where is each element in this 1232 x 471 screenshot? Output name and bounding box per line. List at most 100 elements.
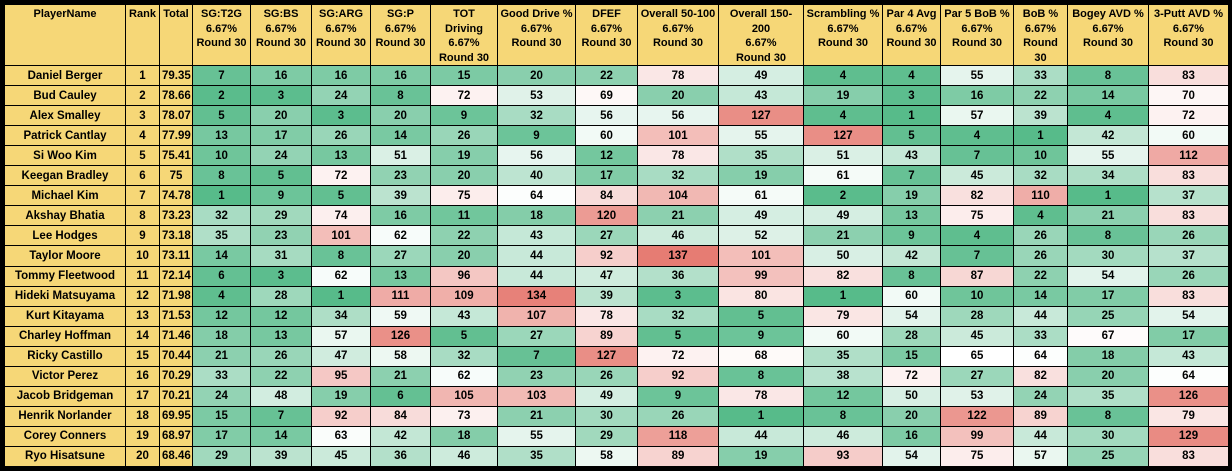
total-cell[interactable]: 75	[159, 165, 193, 187]
stat-cell[interactable]: 38	[803, 365, 883, 387]
total-cell[interactable]: 70.21	[159, 385, 193, 407]
stat-cell[interactable]: 57	[311, 325, 371, 347]
stat-cell[interactable]: 14	[1013, 285, 1068, 307]
stat-cell[interactable]: 39	[370, 185, 431, 207]
stat-cell[interactable]: 44	[497, 265, 576, 287]
stat-cell[interactable]: 14	[192, 245, 251, 267]
stat-cell[interactable]: 43	[1148, 345, 1229, 367]
total-cell[interactable]: 73.18	[159, 225, 193, 247]
stat-cell[interactable]: 62	[311, 265, 371, 287]
stat-cell[interactable]: 54	[882, 445, 941, 468]
total-cell[interactable]: 73.23	[159, 205, 193, 227]
stat-cell[interactable]: 84	[370, 405, 431, 427]
stat-cell[interactable]: 19	[718, 165, 804, 187]
stat-cell[interactable]: 45	[940, 325, 1014, 347]
player-name-cell[interactable]: Si Woo Kim	[4, 145, 126, 167]
stat-cell[interactable]: 5	[637, 325, 719, 347]
stat-cell[interactable]: 20	[882, 405, 941, 427]
stat-cell[interactable]: 18	[1067, 345, 1149, 367]
stat-cell[interactable]: 7	[940, 145, 1014, 167]
column-header-total[interactable]: Total	[159, 3, 193, 67]
total-cell[interactable]: 68.46	[159, 445, 193, 468]
stat-cell[interactable]: 20	[637, 85, 719, 107]
total-cell[interactable]: 74.78	[159, 185, 193, 207]
stat-cell[interactable]: 33	[192, 365, 251, 387]
stat-cell[interactable]: 46	[803, 425, 883, 447]
stat-cell[interactable]: 9	[250, 185, 312, 207]
stat-cell[interactable]: 14	[370, 125, 431, 147]
stat-cell[interactable]: 14	[1067, 85, 1149, 107]
stat-cell[interactable]: 7	[940, 245, 1014, 267]
stat-cell[interactable]: 101	[311, 225, 371, 247]
player-name-cell[interactable]: Ryo Hisatsune	[4, 445, 126, 468]
stat-cell[interactable]: 5	[430, 325, 498, 347]
column-header-sg-t2g[interactable]: SG:T2G 6.67% Round 30	[192, 3, 251, 67]
rank-cell[interactable]: 8	[125, 205, 160, 227]
stat-cell[interactable]: 62	[370, 225, 431, 247]
stat-cell[interactable]: 64	[1148, 365, 1229, 387]
stat-cell[interactable]: 8	[370, 85, 431, 107]
stat-cell[interactable]: 26	[637, 405, 719, 427]
stat-cell[interactable]: 52	[718, 225, 804, 247]
stat-cell[interactable]: 4	[940, 225, 1014, 247]
stat-cell[interactable]: 35	[718, 145, 804, 167]
total-cell[interactable]: 79.35	[159, 65, 193, 87]
stat-cell[interactable]: 23	[370, 165, 431, 187]
stat-cell[interactable]: 25	[1067, 445, 1149, 468]
player-name-cell[interactable]: Michael Kim	[4, 185, 126, 207]
stat-cell[interactable]: 84	[575, 185, 638, 207]
stat-cell[interactable]: 137	[637, 245, 719, 267]
rank-cell[interactable]: 17	[125, 385, 160, 407]
rank-cell[interactable]: 16	[125, 365, 160, 387]
stat-cell[interactable]: 72	[1148, 105, 1229, 127]
stat-cell[interactable]: 51	[803, 145, 883, 167]
player-name-cell[interactable]: Charley Hoffman	[4, 325, 126, 347]
stat-cell[interactable]: 109	[430, 285, 498, 307]
stat-cell[interactable]: 55	[718, 125, 804, 147]
rank-cell[interactable]: 6	[125, 165, 160, 187]
stat-cell[interactable]: 11	[430, 205, 498, 227]
stat-cell[interactable]: 8	[718, 365, 804, 387]
stat-cell[interactable]: 1	[192, 185, 251, 207]
stat-cell[interactable]: 2	[803, 185, 883, 207]
stat-cell[interactable]: 16	[250, 65, 312, 87]
stat-cell[interactable]: 46	[430, 445, 498, 468]
stat-cell[interactable]: 3	[250, 85, 312, 107]
stat-cell[interactable]: 4	[803, 105, 883, 127]
column-header-sg-p[interactable]: SG:P 6.67% Round 30	[370, 3, 431, 67]
stat-cell[interactable]: 2	[192, 85, 251, 107]
stat-cell[interactable]: 43	[497, 225, 576, 247]
rank-cell[interactable]: 11	[125, 265, 160, 287]
stat-cell[interactable]: 55	[940, 65, 1014, 87]
stat-cell[interactable]: 24	[311, 85, 371, 107]
stat-cell[interactable]: 82	[1013, 365, 1068, 387]
stat-cell[interactable]: 5	[718, 305, 804, 327]
stat-cell[interactable]: 31	[250, 245, 312, 267]
stat-cell[interactable]: 134	[497, 285, 576, 307]
stat-cell[interactable]: 30	[575, 405, 638, 427]
stat-cell[interactable]: 42	[1067, 125, 1149, 147]
stat-cell[interactable]: 59	[370, 305, 431, 327]
stat-cell[interactable]: 37	[1148, 245, 1229, 267]
stat-cell[interactable]: 45	[940, 165, 1014, 187]
stat-cell[interactable]: 4	[192, 285, 251, 307]
player-name-cell[interactable]: Alex Smalley	[4, 105, 126, 127]
stat-cell[interactable]: 26	[1013, 245, 1068, 267]
player-name-cell[interactable]: Patrick Cantlay	[4, 125, 126, 147]
stat-cell[interactable]: 72	[430, 85, 498, 107]
stat-cell[interactable]: 20	[250, 105, 312, 127]
stat-cell[interactable]: 89	[575, 325, 638, 347]
stat-cell[interactable]: 112	[1148, 145, 1229, 167]
stat-cell[interactable]: 69	[575, 85, 638, 107]
stat-cell[interactable]: 9	[718, 325, 804, 347]
stat-cell[interactable]: 34	[311, 305, 371, 327]
stat-cell[interactable]: 62	[430, 365, 498, 387]
stat-cell[interactable]: 58	[575, 445, 638, 468]
player-name-cell[interactable]: Jacob Bridgeman	[4, 385, 126, 407]
stat-cell[interactable]: 3	[250, 265, 312, 287]
stat-cell[interactable]: 16	[311, 65, 371, 87]
stat-cell[interactable]: 35	[1067, 385, 1149, 407]
stat-cell[interactable]: 30	[1067, 425, 1149, 447]
stat-cell[interactable]: 127	[803, 125, 883, 147]
stat-cell[interactable]: 14	[250, 425, 312, 447]
